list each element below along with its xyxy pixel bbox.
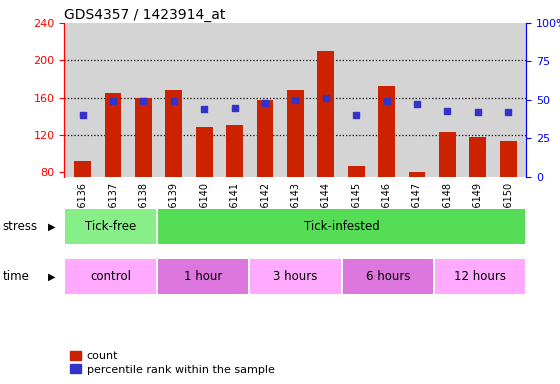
Bar	[409, 172, 426, 177]
Bar	[158, 259, 248, 294]
Bar	[435, 259, 525, 294]
Point	[260, 100, 269, 106]
Text: 3 hours: 3 hours	[273, 270, 318, 283]
Bar	[256, 100, 273, 177]
Point	[503, 109, 512, 115]
Point	[200, 106, 209, 112]
Bar	[439, 132, 456, 177]
Bar	[66, 209, 156, 244]
Point	[169, 98, 178, 104]
Text: Tick-free: Tick-free	[85, 220, 136, 233]
Text: time: time	[3, 270, 30, 283]
Text: Tick-infested: Tick-infested	[304, 220, 380, 233]
Bar	[226, 126, 243, 177]
Point	[230, 104, 239, 111]
Text: stress: stress	[3, 220, 38, 233]
Bar	[500, 141, 516, 177]
Text: 12 hours: 12 hours	[454, 270, 506, 283]
Text: ▶: ▶	[48, 271, 56, 281]
Bar	[135, 98, 152, 177]
Point	[291, 97, 300, 103]
Text: 1 hour: 1 hour	[184, 270, 222, 283]
Bar	[469, 137, 486, 177]
Point	[382, 98, 391, 104]
Point	[139, 98, 148, 104]
Legend: count, percentile rank within the sample: count, percentile rank within the sample	[70, 351, 274, 375]
Bar	[250, 259, 340, 294]
Bar	[196, 127, 213, 177]
Bar	[348, 166, 365, 177]
Bar	[74, 161, 91, 177]
Point	[473, 109, 482, 115]
Point	[321, 95, 330, 101]
Bar	[287, 90, 304, 177]
Bar	[378, 86, 395, 177]
Text: ▶: ▶	[48, 222, 56, 232]
Point	[413, 101, 422, 108]
Bar	[343, 259, 433, 294]
Text: control: control	[90, 270, 131, 283]
Point	[109, 98, 118, 104]
Bar	[165, 90, 182, 177]
Point	[78, 112, 87, 118]
Bar	[318, 51, 334, 177]
Bar	[105, 93, 122, 177]
Bar	[66, 259, 156, 294]
Point	[352, 112, 361, 118]
Text: GDS4357 / 1423914_at: GDS4357 / 1423914_at	[64, 8, 226, 22]
Bar	[158, 209, 525, 244]
Text: 6 hours: 6 hours	[366, 270, 410, 283]
Point	[443, 108, 452, 114]
